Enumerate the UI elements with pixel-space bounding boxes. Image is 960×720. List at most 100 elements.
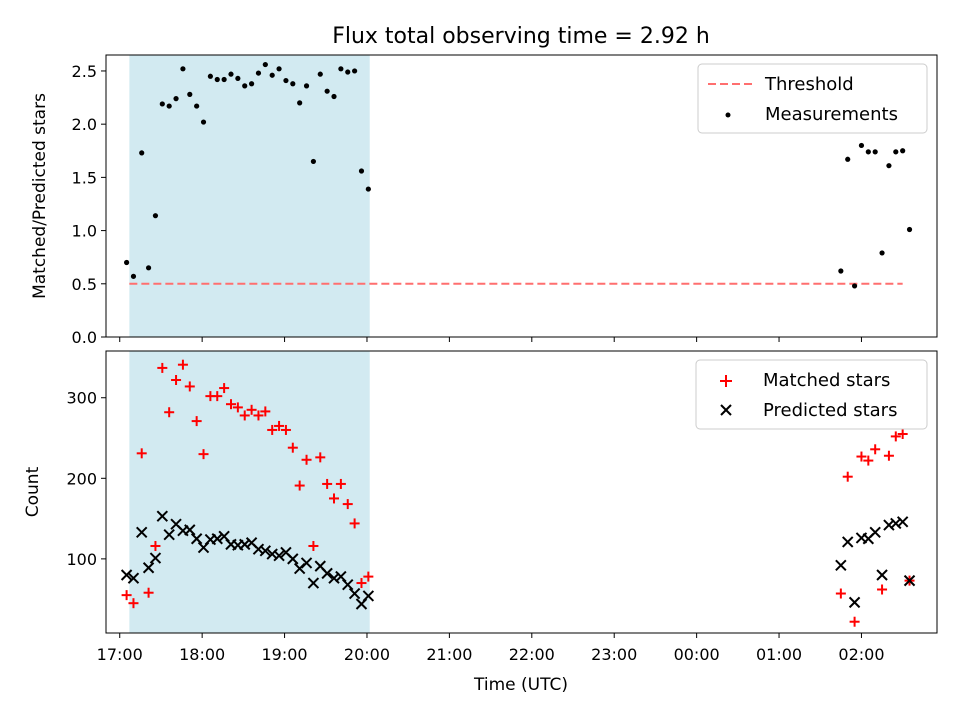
predicted-star-point	[342, 578, 354, 591]
measurement-point	[221, 76, 227, 83]
measurement-point	[166, 103, 172, 109]
matched-star-point	[329, 493, 340, 504]
x-tick-label: 21:00	[426, 645, 472, 664]
measurement-point	[317, 71, 323, 77]
predicted-star-point	[211, 533, 223, 545]
measurement-point	[345, 69, 351, 75]
measurement-point	[145, 265, 152, 271]
predicted-star-point	[136, 526, 148, 538]
matched-star-point	[890, 431, 901, 442]
matched-star-point	[164, 407, 175, 418]
measurement-point	[324, 88, 330, 94]
measurement-point	[365, 186, 371, 192]
measurement-point	[879, 250, 885, 256]
top-y-tick-label: 0.5	[72, 275, 97, 294]
matched-star-point	[849, 616, 860, 627]
measurement-point	[297, 100, 303, 106]
matched-star-point	[246, 404, 257, 415]
measurement-point	[159, 101, 165, 107]
predicted-star-point	[348, 587, 361, 600]
predicted-star-point	[120, 569, 133, 581]
predicted-star-point	[876, 569, 888, 581]
matched-star-point	[856, 451, 867, 462]
predicted-star-point	[184, 524, 196, 536]
predicted-star-point	[890, 517, 902, 530]
bottom-y-ticks: 100 200 300	[66, 389, 106, 569]
measurement-point	[906, 226, 913, 233]
measurement-point	[255, 70, 262, 76]
measurement-point	[858, 142, 865, 149]
matched-star-point	[157, 362, 168, 373]
top-y-ticks: 0.0 0.5 1.0 1.5 2.0 2.5	[72, 62, 106, 347]
x-tick-label: 17:00	[97, 645, 143, 664]
predicted-star-point	[163, 528, 175, 541]
x-tick-label: 19:00	[262, 645, 308, 664]
measurement-point	[173, 96, 179, 102]
measurement-point	[200, 119, 207, 125]
matched-star-point	[184, 381, 195, 392]
predicted-star-point	[842, 536, 854, 548]
measurement-point	[331, 93, 337, 100]
measurement-point	[838, 268, 844, 274]
matched-legend-swatch	[720, 375, 732, 387]
matched-star-point	[232, 402, 243, 413]
matched-star-point	[267, 424, 278, 435]
x-tick-label: 18:00	[179, 645, 225, 664]
predicted-star-point	[149, 552, 162, 564]
predicted-legend-swatch	[720, 404, 732, 416]
top-y-axis-label: Matched/Predicted stars	[30, 93, 50, 299]
measurement-point	[872, 149, 878, 155]
measurement-point	[276, 66, 282, 72]
matched-star-point	[171, 375, 182, 386]
matched-star-point	[835, 588, 846, 599]
predicted-star-point	[142, 562, 155, 574]
top-y-tick-label: 1.0	[72, 222, 97, 241]
x-tick-label: 02:00	[838, 645, 884, 664]
measurement-point	[228, 71, 234, 77]
matched-star-point	[877, 584, 888, 595]
bottom-y-axis-label: Count	[23, 466, 43, 517]
measurement-point	[845, 156, 851, 162]
matched-star-point	[335, 478, 346, 489]
predicted-star-point	[156, 510, 169, 522]
matched-star-point	[225, 399, 236, 410]
measurement-point	[900, 148, 906, 154]
predicted-star-point	[848, 596, 861, 609]
matched-star-point	[212, 391, 223, 402]
measurement-point	[283, 77, 289, 84]
predicted-star-point	[869, 526, 881, 538]
measurement-point	[235, 75, 241, 82]
predicted-star-point	[127, 572, 140, 584]
x-tick-label: 23:00	[591, 645, 637, 664]
matched-star-point	[301, 454, 312, 465]
measurements-legend-swatch	[725, 112, 731, 118]
measurement-point	[290, 81, 296, 87]
measurement-point	[242, 83, 248, 89]
measurement-point	[269, 72, 275, 78]
top-panel: 0.0 0.5 1.0 1.5 2.0 2.5 Matched/Predicted sta…	[30, 54, 938, 347]
predicted-star-point	[903, 574, 916, 587]
matched-star-point	[239, 410, 250, 421]
predicted-star-point	[835, 559, 847, 572]
predicted-star-point	[259, 545, 272, 557]
top-y-tick-label: 2.0	[72, 115, 97, 134]
matched-star-point	[870, 444, 881, 455]
threshold-legend-label: Threshold	[764, 74, 854, 95]
predicted-star-point	[321, 567, 333, 580]
predicted-star-point	[362, 590, 375, 602]
matched-star-point	[897, 428, 908, 439]
measurement-point	[194, 103, 200, 109]
matched-star-point	[143, 587, 154, 598]
matched-star-point	[253, 410, 264, 421]
matched-star-point	[128, 598, 139, 609]
x-tick-label: 00:00	[674, 645, 720, 664]
measurement-point	[152, 213, 159, 219]
matched-star-point	[294, 480, 305, 491]
matched-legend-label: Matched stars	[763, 370, 890, 391]
x-tick-label: 01:00	[756, 645, 802, 664]
top-axes-frame	[105, 54, 938, 338]
matched-star-point	[356, 578, 367, 589]
measurement-point	[851, 283, 858, 289]
